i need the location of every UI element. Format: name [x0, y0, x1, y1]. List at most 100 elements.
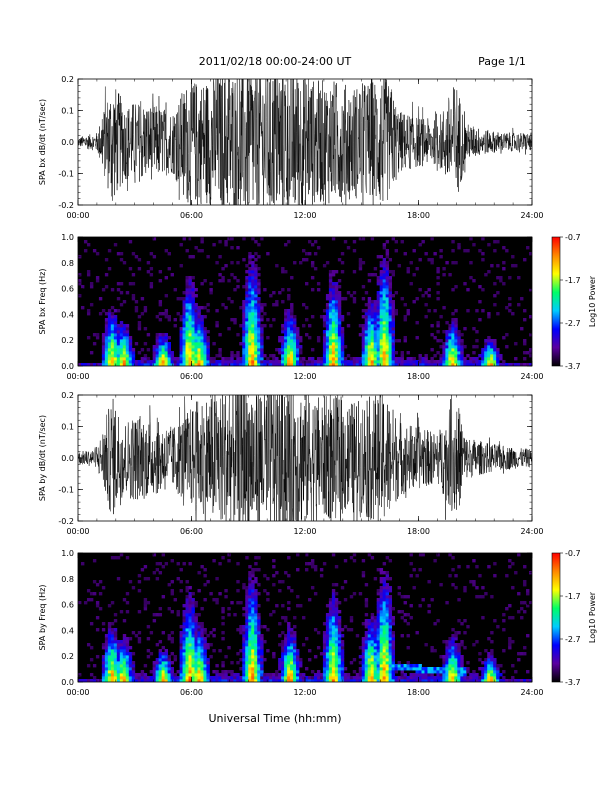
heatmap-cell	[212, 679, 216, 682]
heatmap-cell	[179, 339, 183, 343]
heatmap-cell	[209, 357, 213, 361]
heatmap-cell	[307, 336, 312, 340]
heatmap-cell	[388, 601, 393, 605]
heatmap-cell	[248, 327, 252, 331]
heatmap-cell	[475, 345, 479, 349]
heatmap-cell	[322, 264, 327, 268]
heatmap-cell	[502, 670, 506, 674]
heatmap-cell	[436, 282, 440, 286]
heatmap-cell	[340, 261, 345, 265]
heatmap-cell	[197, 345, 201, 349]
heatmap-cell	[451, 318, 455, 322]
y-tick-label: 0.2	[61, 391, 74, 400]
heatmap-cell	[197, 333, 201, 337]
heatmap-cell	[328, 270, 333, 274]
heatmap-cell	[260, 640, 264, 644]
heatmap-cell	[215, 321, 219, 325]
heatmap-cell	[442, 673, 446, 677]
heatmap-cell	[281, 631, 285, 635]
heatmap-cell	[445, 652, 449, 656]
heatmap-cell	[487, 348, 491, 352]
heatmap-cell	[173, 318, 177, 322]
heatmap-cell	[307, 658, 312, 662]
heatmap-cell	[242, 333, 246, 337]
heatmap-cell	[206, 351, 210, 355]
heatmap-cell	[248, 661, 252, 665]
heatmap-cell	[448, 360, 452, 364]
heatmap-cell	[445, 679, 449, 682]
heatmap-cell	[385, 646, 390, 650]
heatmap-cell	[385, 249, 390, 253]
heatmap-cell	[116, 664, 121, 668]
heatmap-cell	[391, 354, 396, 358]
x-tick-label: 06:00	[180, 527, 203, 536]
heatmap-cell	[125, 592, 130, 596]
heatmap-cell	[104, 357, 109, 361]
heatmap-cell	[146, 357, 151, 361]
heatmap-cell	[185, 607, 189, 611]
heatmap-cell	[517, 652, 521, 656]
heatmap-cell	[331, 306, 336, 310]
heatmap-cell	[281, 676, 285, 680]
heatmap-cell	[436, 619, 440, 623]
heatmap-cell	[122, 643, 127, 647]
heatmap-cell	[424, 252, 428, 256]
heatmap-cell	[200, 306, 204, 310]
heatmap-cell	[346, 673, 351, 677]
heatmap-cell	[179, 589, 183, 593]
heatmap-cell	[116, 348, 121, 352]
heatmap-cell	[236, 285, 240, 289]
heatmap-cell	[397, 592, 401, 596]
heatmap-cell	[430, 598, 434, 602]
heatmap-cell	[388, 357, 393, 361]
heatmap-cell	[340, 342, 345, 346]
heatmap-cell	[83, 240, 88, 244]
heatmap-cell	[367, 306, 372, 310]
heatmap-cell	[188, 339, 192, 343]
heatmap-cell	[526, 670, 530, 674]
heatmap-cell	[358, 670, 363, 674]
heatmap-cell	[128, 357, 133, 361]
heatmap-cell	[260, 625, 264, 629]
heatmap-cell	[128, 673, 133, 677]
heatmap-cell	[394, 312, 398, 316]
heatmap-cell	[496, 670, 500, 674]
heatmap-cell	[385, 291, 390, 295]
heatmap-cell	[370, 306, 375, 310]
heatmap-cell	[194, 327, 198, 331]
heatmap-cell	[382, 583, 387, 587]
heatmap-cell	[373, 300, 378, 304]
heatmap-cell	[200, 652, 204, 656]
heatmap-cell	[523, 610, 527, 614]
heatmap-cell	[328, 309, 333, 313]
heatmap-cell	[409, 282, 413, 286]
heatmap-cell	[364, 312, 369, 316]
heatmap-cell	[275, 604, 279, 608]
heatmap-cell	[158, 655, 163, 659]
heatmap-cell	[406, 312, 410, 316]
heatmap-cell	[185, 276, 189, 280]
heatmap-cell	[439, 249, 443, 253]
heatmap-cell	[251, 294, 255, 298]
heatmap-cell	[457, 631, 461, 635]
heatmap-cell	[179, 315, 183, 319]
heatmap-cell	[209, 282, 213, 286]
heatmap-cell	[388, 616, 393, 620]
heatmap-cell	[397, 339, 401, 343]
heatmap-cell	[394, 357, 398, 361]
heatmap-cell	[275, 676, 279, 680]
heatmap-cell	[472, 673, 476, 677]
heatmap-cell	[448, 330, 452, 334]
y-tick-label: 0.2	[61, 336, 74, 345]
heatmap-cell	[436, 670, 440, 674]
heatmap-cell	[263, 676, 267, 680]
heatmap-cell	[337, 279, 342, 283]
heatmap-cell	[104, 318, 109, 322]
heatmap-cell	[78, 363, 82, 366]
heatmap-cell	[128, 351, 133, 355]
heatmap-cell	[107, 622, 112, 626]
heatmap-cell	[367, 553, 372, 557]
heatmap-cell	[385, 312, 390, 316]
heatmap-cell	[287, 556, 291, 560]
heatmap-cell	[499, 276, 503, 280]
